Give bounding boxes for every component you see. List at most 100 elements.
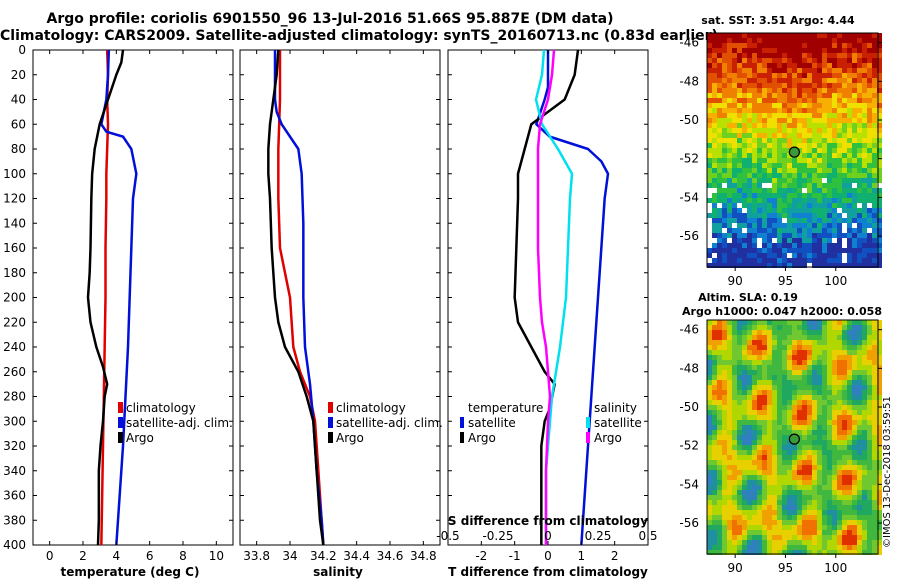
map-cell <box>847 350 852 355</box>
map-cell <box>782 520 787 525</box>
map-cell <box>827 223 832 228</box>
map-cell <box>757 188 762 193</box>
map-cell <box>877 243 882 248</box>
map-cell <box>737 505 742 510</box>
map-cell <box>812 118 817 123</box>
map-cell <box>812 465 817 470</box>
map-cell <box>782 440 787 445</box>
map-cell <box>842 355 847 360</box>
map-cell <box>712 505 717 510</box>
map-cell <box>712 340 717 345</box>
map-cell <box>717 535 722 540</box>
map-cell <box>732 173 737 178</box>
map-cell <box>767 248 772 253</box>
map-cell <box>862 420 867 425</box>
map-cell <box>852 435 857 440</box>
map-cell <box>747 238 752 243</box>
map-cell <box>837 158 842 163</box>
map-cell <box>852 395 857 400</box>
map-cell <box>752 325 757 330</box>
map-cell <box>837 123 842 128</box>
map-cell <box>732 228 737 233</box>
map-cell <box>717 415 722 420</box>
map-cell <box>862 168 867 173</box>
map-cell <box>877 188 882 193</box>
map-cell <box>777 525 782 530</box>
map-cell <box>737 213 742 218</box>
map-cell <box>757 335 762 340</box>
map-cell <box>817 395 822 400</box>
map-cell <box>807 163 812 168</box>
map-cell <box>722 153 727 158</box>
map-cell <box>812 103 817 108</box>
map-cell <box>722 325 727 330</box>
map-cell <box>717 405 722 410</box>
map-cell <box>822 515 827 520</box>
map-cell <box>742 53 747 58</box>
map-cell <box>872 415 877 420</box>
map-cell <box>862 263 867 268</box>
map-cell <box>867 510 872 515</box>
map-cell <box>767 515 772 520</box>
map-cell <box>777 118 782 123</box>
map-cell <box>757 103 762 108</box>
map-cell <box>722 470 727 475</box>
map-cell <box>862 93 867 98</box>
map-cell <box>707 183 712 188</box>
map-cell <box>827 113 832 118</box>
map-cell <box>737 370 742 375</box>
map-cell <box>827 455 832 460</box>
map-cell <box>802 118 807 123</box>
map-cell <box>767 420 772 425</box>
map-cell <box>792 455 797 460</box>
map-cell <box>742 138 747 143</box>
map-cell <box>857 490 862 495</box>
map-cell <box>832 188 837 193</box>
map-cell <box>792 43 797 48</box>
map-cell <box>787 118 792 123</box>
map-cell <box>767 530 772 535</box>
map-cell <box>762 370 767 375</box>
map-cell <box>737 183 742 188</box>
map-cell <box>772 258 777 263</box>
map-cell <box>767 380 772 385</box>
map-cell <box>852 420 857 425</box>
depth-tick-label: 220 <box>3 315 26 329</box>
map-cell <box>767 435 772 440</box>
map-cell <box>722 253 727 258</box>
map-cell <box>737 53 742 58</box>
map-cell <box>812 163 817 168</box>
map-cell <box>852 243 857 248</box>
map-cell <box>772 375 777 380</box>
map-cell <box>727 143 732 148</box>
map-cell <box>747 525 752 530</box>
map-cell <box>727 500 732 505</box>
map-cell <box>792 320 797 325</box>
map-cell <box>737 550 742 555</box>
map-cell <box>732 495 737 500</box>
map-cell <box>722 158 727 163</box>
map-cell <box>867 113 872 118</box>
map-cell <box>707 365 712 370</box>
map-cell <box>712 243 717 248</box>
map-cell <box>772 113 777 118</box>
map-cell <box>722 410 727 415</box>
map-cell <box>817 103 822 108</box>
map-cell <box>832 385 837 390</box>
map-cell <box>732 213 737 218</box>
map-cell <box>877 83 882 88</box>
map-cell <box>837 370 842 375</box>
map-cell <box>752 340 757 345</box>
map-cell <box>857 360 862 365</box>
x-tick-label: 6 <box>146 549 154 563</box>
map-cell <box>827 420 832 425</box>
map-cell <box>857 325 862 330</box>
map-cell <box>707 330 712 335</box>
map-cell <box>742 415 747 420</box>
map-cell <box>757 153 762 158</box>
map-cell <box>707 243 712 248</box>
map-cell <box>787 545 792 550</box>
map-cell <box>867 43 872 48</box>
map-cell <box>857 415 862 420</box>
map-cell <box>812 93 817 98</box>
